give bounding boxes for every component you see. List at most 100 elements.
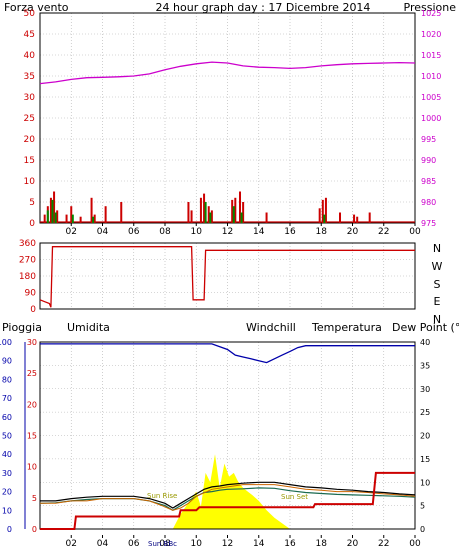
- temperature-x-tick-label: 20: [347, 539, 359, 549]
- temperature-grid: [40, 342, 416, 529]
- humidity-line: [40, 343, 415, 364]
- humidity-axis-label: 40: [2, 450, 12, 459]
- sun-bbc-label: Sun BBc: [148, 540, 177, 548]
- pressure-axis-label: 980: [421, 198, 436, 207]
- wind-x-tick-label: 18: [316, 227, 328, 237]
- pressure-axis-label: 1000: [421, 114, 441, 123]
- temperature-frame: [39, 341, 416, 530]
- wind-bar: [339, 212, 341, 223]
- gust-bar: [323, 214, 326, 223]
- direction-line: [39, 246, 415, 308]
- sun-rise-label: Sun Rise: [147, 492, 177, 500]
- temperature-x-tick-label: 18: [316, 539, 328, 549]
- temperature-axis-label: 15: [420, 455, 430, 464]
- direction-axis: 0 90 180 270 360: [19, 239, 36, 315]
- wind-axis-label: 0: [29, 219, 35, 229]
- gust-bar: [209, 212, 212, 223]
- humidity-axis-label: 70: [2, 394, 12, 403]
- direction-letter-e: E: [434, 295, 441, 308]
- sun-set-label: Sun Set: [281, 493, 308, 501]
- wind-axis-label: 10: [24, 177, 36, 187]
- gust-bar: [204, 202, 207, 223]
- pressure-axis-label: 1005: [421, 93, 441, 102]
- pressure-axis-label: 985: [421, 177, 436, 186]
- humidity-axis-label: 20: [2, 488, 12, 497]
- temperature-axis-label: 40: [420, 338, 430, 347]
- pressure-axis-label: 975: [421, 219, 436, 228]
- gust-bar: [51, 199, 54, 223]
- wind-bar: [120, 202, 123, 223]
- rain-axis-label: 30: [27, 338, 37, 347]
- temperature-x-tick-label: 02: [66, 539, 77, 549]
- direction-letters: N W S E N: [432, 242, 443, 326]
- wind-x-axis: 02 04 06 08 10 12 14 16 18 20 22 00: [66, 223, 421, 237]
- temperature-x-tick-label: 00: [409, 539, 421, 549]
- rain-axis-label: 5: [32, 494, 37, 503]
- pressure-axis-label: 1015: [421, 51, 441, 60]
- windchill-line: [40, 484, 416, 511]
- wind-direction-panel: 0 90 180 270 360 N W S E N: [19, 239, 443, 326]
- pressure-axis-label: 1010: [421, 72, 441, 81]
- wind-bar: [53, 191, 56, 223]
- direction-letter-s: S: [434, 278, 441, 291]
- wind-bar: [187, 202, 190, 223]
- temperature-x-axis: 02 04 06 08 10 12 14 16 18 20 22 00: [66, 535, 421, 549]
- wind-x-tick-label: 10: [191, 227, 203, 237]
- wind-bar: [368, 212, 371, 223]
- gust-bar: [71, 214, 74, 223]
- solar-area: [172, 454, 290, 529]
- wind-bar: [234, 197, 237, 223]
- rain-axis-label: 10: [27, 463, 37, 472]
- wind-x-tick-label: 02: [66, 227, 77, 237]
- wind-bar: [318, 208, 321, 223]
- temperature-axis-label: 0: [420, 525, 425, 534]
- rain-axis: 0 5 10 15 20 25 30: [27, 338, 37, 534]
- wind-bar: [324, 197, 327, 223]
- direction-frame: [39, 242, 416, 310]
- pressure-axis-label: 1020: [421, 30, 441, 39]
- wind-x-tick-label: 08: [159, 227, 171, 237]
- direction-axis-label: 180: [19, 272, 36, 282]
- wind-bar: [321, 199, 324, 223]
- wind-bar: [43, 214, 46, 223]
- wind-x-tick-label: 04: [97, 227, 109, 237]
- header-right: Pressione: [404, 1, 457, 14]
- wind-bar: [56, 210, 59, 223]
- wind-bar: [353, 214, 356, 223]
- rain-axis-label: 25: [27, 369, 37, 378]
- wind-axis-label: 15: [24, 156, 35, 166]
- wind-pressure-grid: [40, 13, 416, 223]
- legend-temperatura: Temperatura: [311, 321, 382, 334]
- temperature-axis-label: 5: [420, 502, 425, 511]
- wind-x-tick-label: 12: [222, 227, 233, 237]
- temperature-x-tick-label: 08: [159, 539, 171, 549]
- gust-bar: [232, 206, 235, 223]
- wind-bar: [356, 216, 359, 223]
- wind-axis-label: 5: [29, 198, 35, 208]
- wind-axis-label: 30: [24, 93, 36, 103]
- gust-bar: [54, 212, 57, 223]
- wind-bar: [242, 202, 245, 223]
- wind-bar: [70, 206, 73, 223]
- temperature-humidity-panel: 0 5 10 15 20 25 30 0 10 20 30 40 50 60 70 80 90 100 0 5 10…: [0, 338, 430, 549]
- temperature-axis-label: 20: [420, 432, 430, 441]
- legend-windchill: Windchill: [246, 321, 296, 334]
- wind-axis-label: 50: [24, 9, 36, 19]
- humidity-axis-label: 0: [7, 525, 12, 534]
- wind-x-tick-label: 14: [253, 227, 265, 237]
- humidity-axis-label: 80: [2, 375, 12, 384]
- rain-axis-label: 20: [27, 400, 37, 409]
- direction-letter-w: W: [432, 260, 443, 273]
- temperature-axis-label: 35: [420, 361, 430, 370]
- temperature-axis-label: 25: [420, 408, 430, 417]
- direction-axis-label: 0: [30, 305, 36, 315]
- direction-axis-label: 270: [19, 256, 36, 266]
- wind-x-tick-label: 00: [409, 227, 421, 237]
- wind-bar: [79, 216, 82, 223]
- wind-x-tick-label: 16: [284, 227, 296, 237]
- wind-bar: [49, 197, 52, 223]
- humidity-axis-label: 30: [2, 469, 12, 478]
- rain-axis-label: 15: [27, 432, 37, 441]
- wind-bar: [210, 210, 213, 223]
